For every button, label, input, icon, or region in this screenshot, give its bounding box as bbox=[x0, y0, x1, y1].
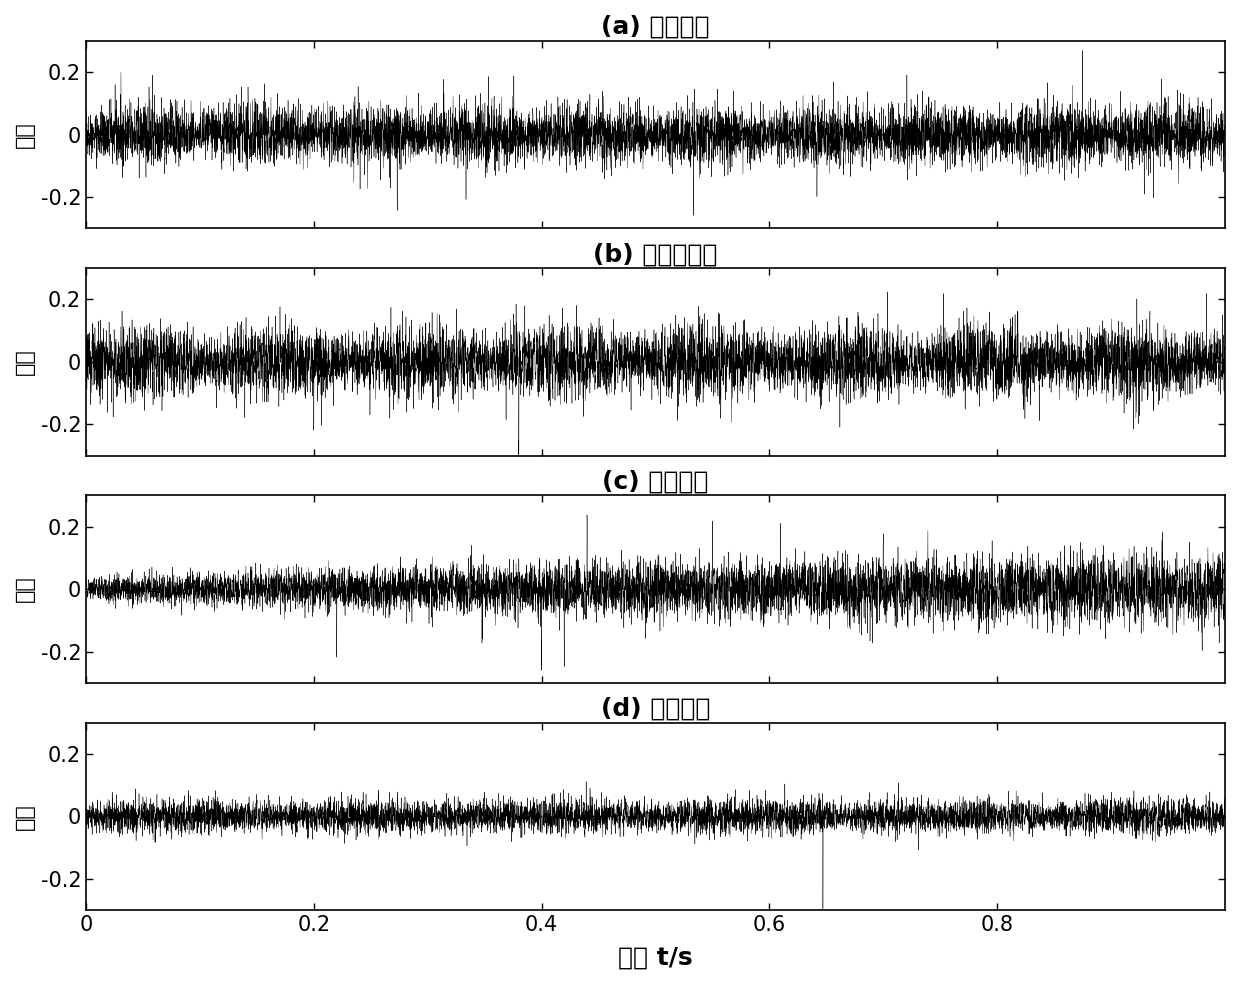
Title: (c) 内圈故障: (c) 内圈故障 bbox=[603, 470, 709, 493]
X-axis label: 时间 t/s: 时间 t/s bbox=[619, 946, 693, 970]
Y-axis label: 幅値: 幅値 bbox=[15, 803, 35, 829]
Title: (d) 外圈故障: (d) 外圈故障 bbox=[601, 696, 711, 721]
Title: (b) 滚珠体故障: (b) 滚珠体故障 bbox=[593, 242, 718, 266]
Y-axis label: 幅値: 幅値 bbox=[15, 575, 35, 603]
Y-axis label: 幅値: 幅値 bbox=[15, 349, 35, 375]
Title: (a) 正常轴承: (a) 正常轴承 bbox=[601, 15, 709, 39]
Y-axis label: 幅値: 幅値 bbox=[15, 121, 35, 148]
